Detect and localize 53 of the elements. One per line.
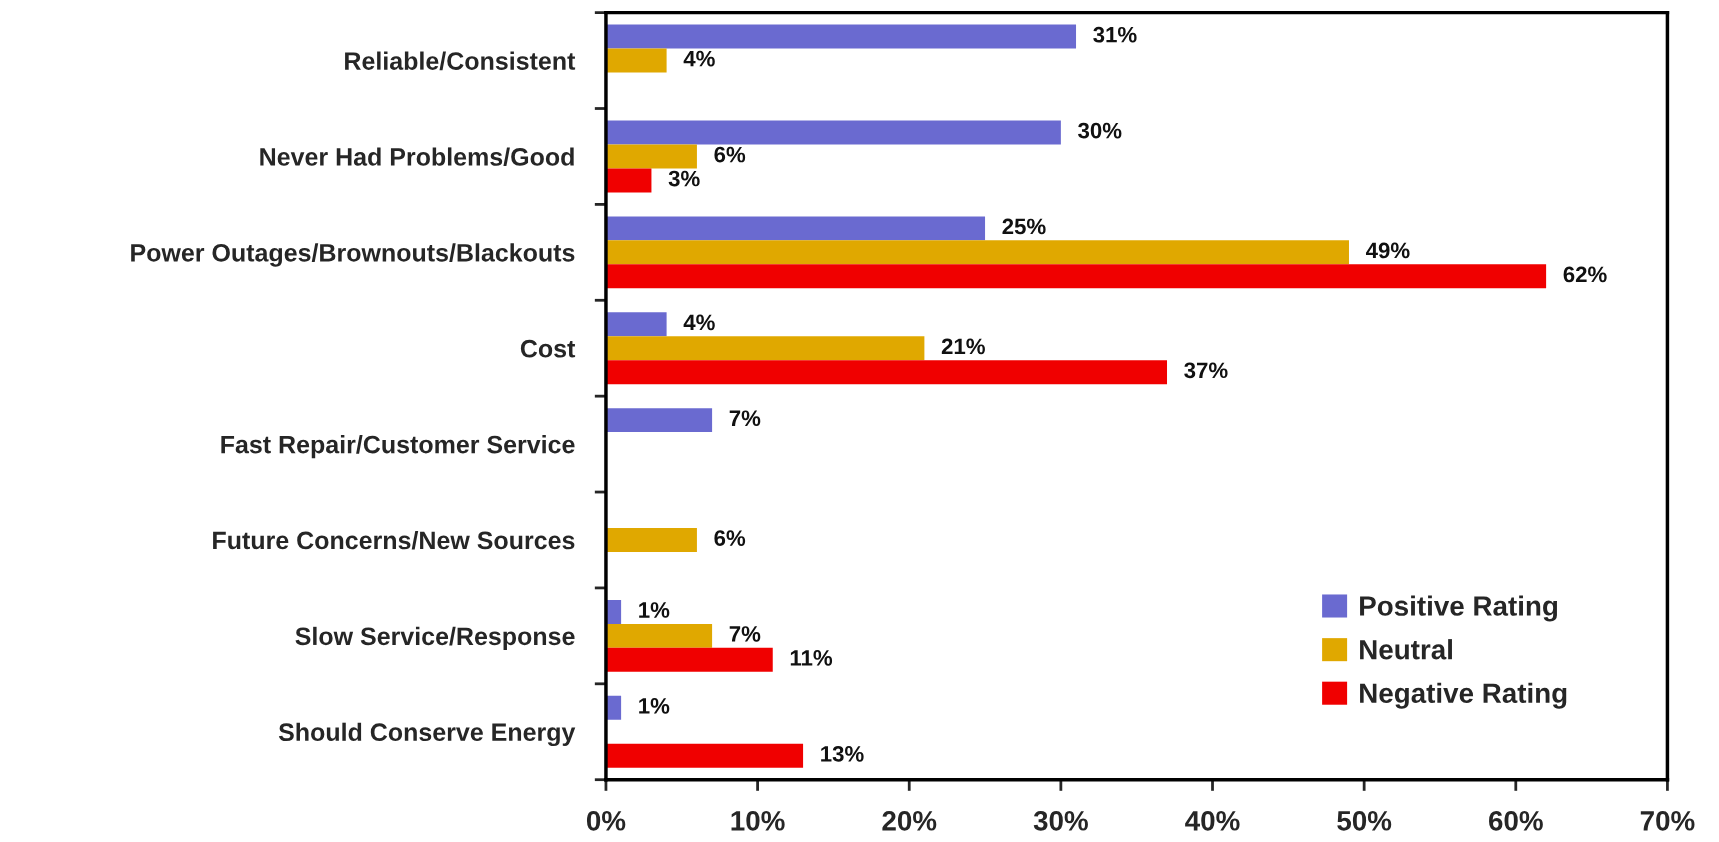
x-tick-label: 30% [1033,810,1088,831]
bar [605,743,804,768]
x-tick-label: 40% [1185,810,1240,831]
bar [605,120,1061,145]
bar [605,408,713,433]
data-label: 49% [1365,242,1410,259]
x-tick-label: 50% [1337,810,1392,831]
y-tick-label: Power Outages/Brownouts/Blackouts [131,243,575,267]
data-label: 21% [941,338,985,355]
bar [605,240,1349,265]
data-label: 25% [1002,218,1046,235]
bar [605,216,986,241]
data-label: 37% [1184,362,1228,379]
data-label: 1% [639,602,670,618]
x-tick-label: 60% [1489,810,1543,831]
data-label: 11% [790,650,833,666]
y-tick-label: Reliable/Consistent [345,51,576,71]
data-label: 7% [729,626,761,642]
data-label: 4% [683,50,715,67]
data-label: 4% [683,314,715,331]
x-tick-label: 0% [586,810,626,831]
bar [605,336,925,361]
data-label: 6% [714,146,746,163]
y-tick-label: Fast Repair/Customer Service [221,435,575,459]
bar [605,647,773,672]
x-tick-label: 70% [1640,810,1695,831]
legend-label: Neutral [1360,639,1452,660]
bar [605,168,652,193]
bar [605,360,1168,385]
x-tick-label: 10% [731,810,785,831]
bar [605,48,667,73]
legend-label: Positive Rating [1360,595,1558,622]
x-tick-label: 20% [882,810,937,831]
y-tick-label: Cost [520,339,576,358]
data-label: 6% [714,530,746,546]
data-label: 1% [639,698,670,714]
bar [605,312,667,337]
data-label: 31% [1093,26,1137,43]
y-tick-label: Should Conserve Energy [278,722,576,747]
bar [605,24,1077,49]
y-tick-label: Future Concerns/New Sources [213,530,575,550]
bar [605,623,713,648]
data-label: 62% [1563,266,1607,283]
data-label: 30% [1078,122,1122,139]
y-tick-label: Slow Service/Response [295,626,575,651]
bar [605,264,1547,289]
bar [605,528,697,552]
data-label: 3% [668,170,700,187]
bar [605,144,697,169]
legend-label: Negative Rating [1360,682,1567,709]
data-label: 13% [821,745,864,762]
y-tick-label: Never Had Problems/Good [260,147,574,167]
data-label: 7% [729,410,761,427]
